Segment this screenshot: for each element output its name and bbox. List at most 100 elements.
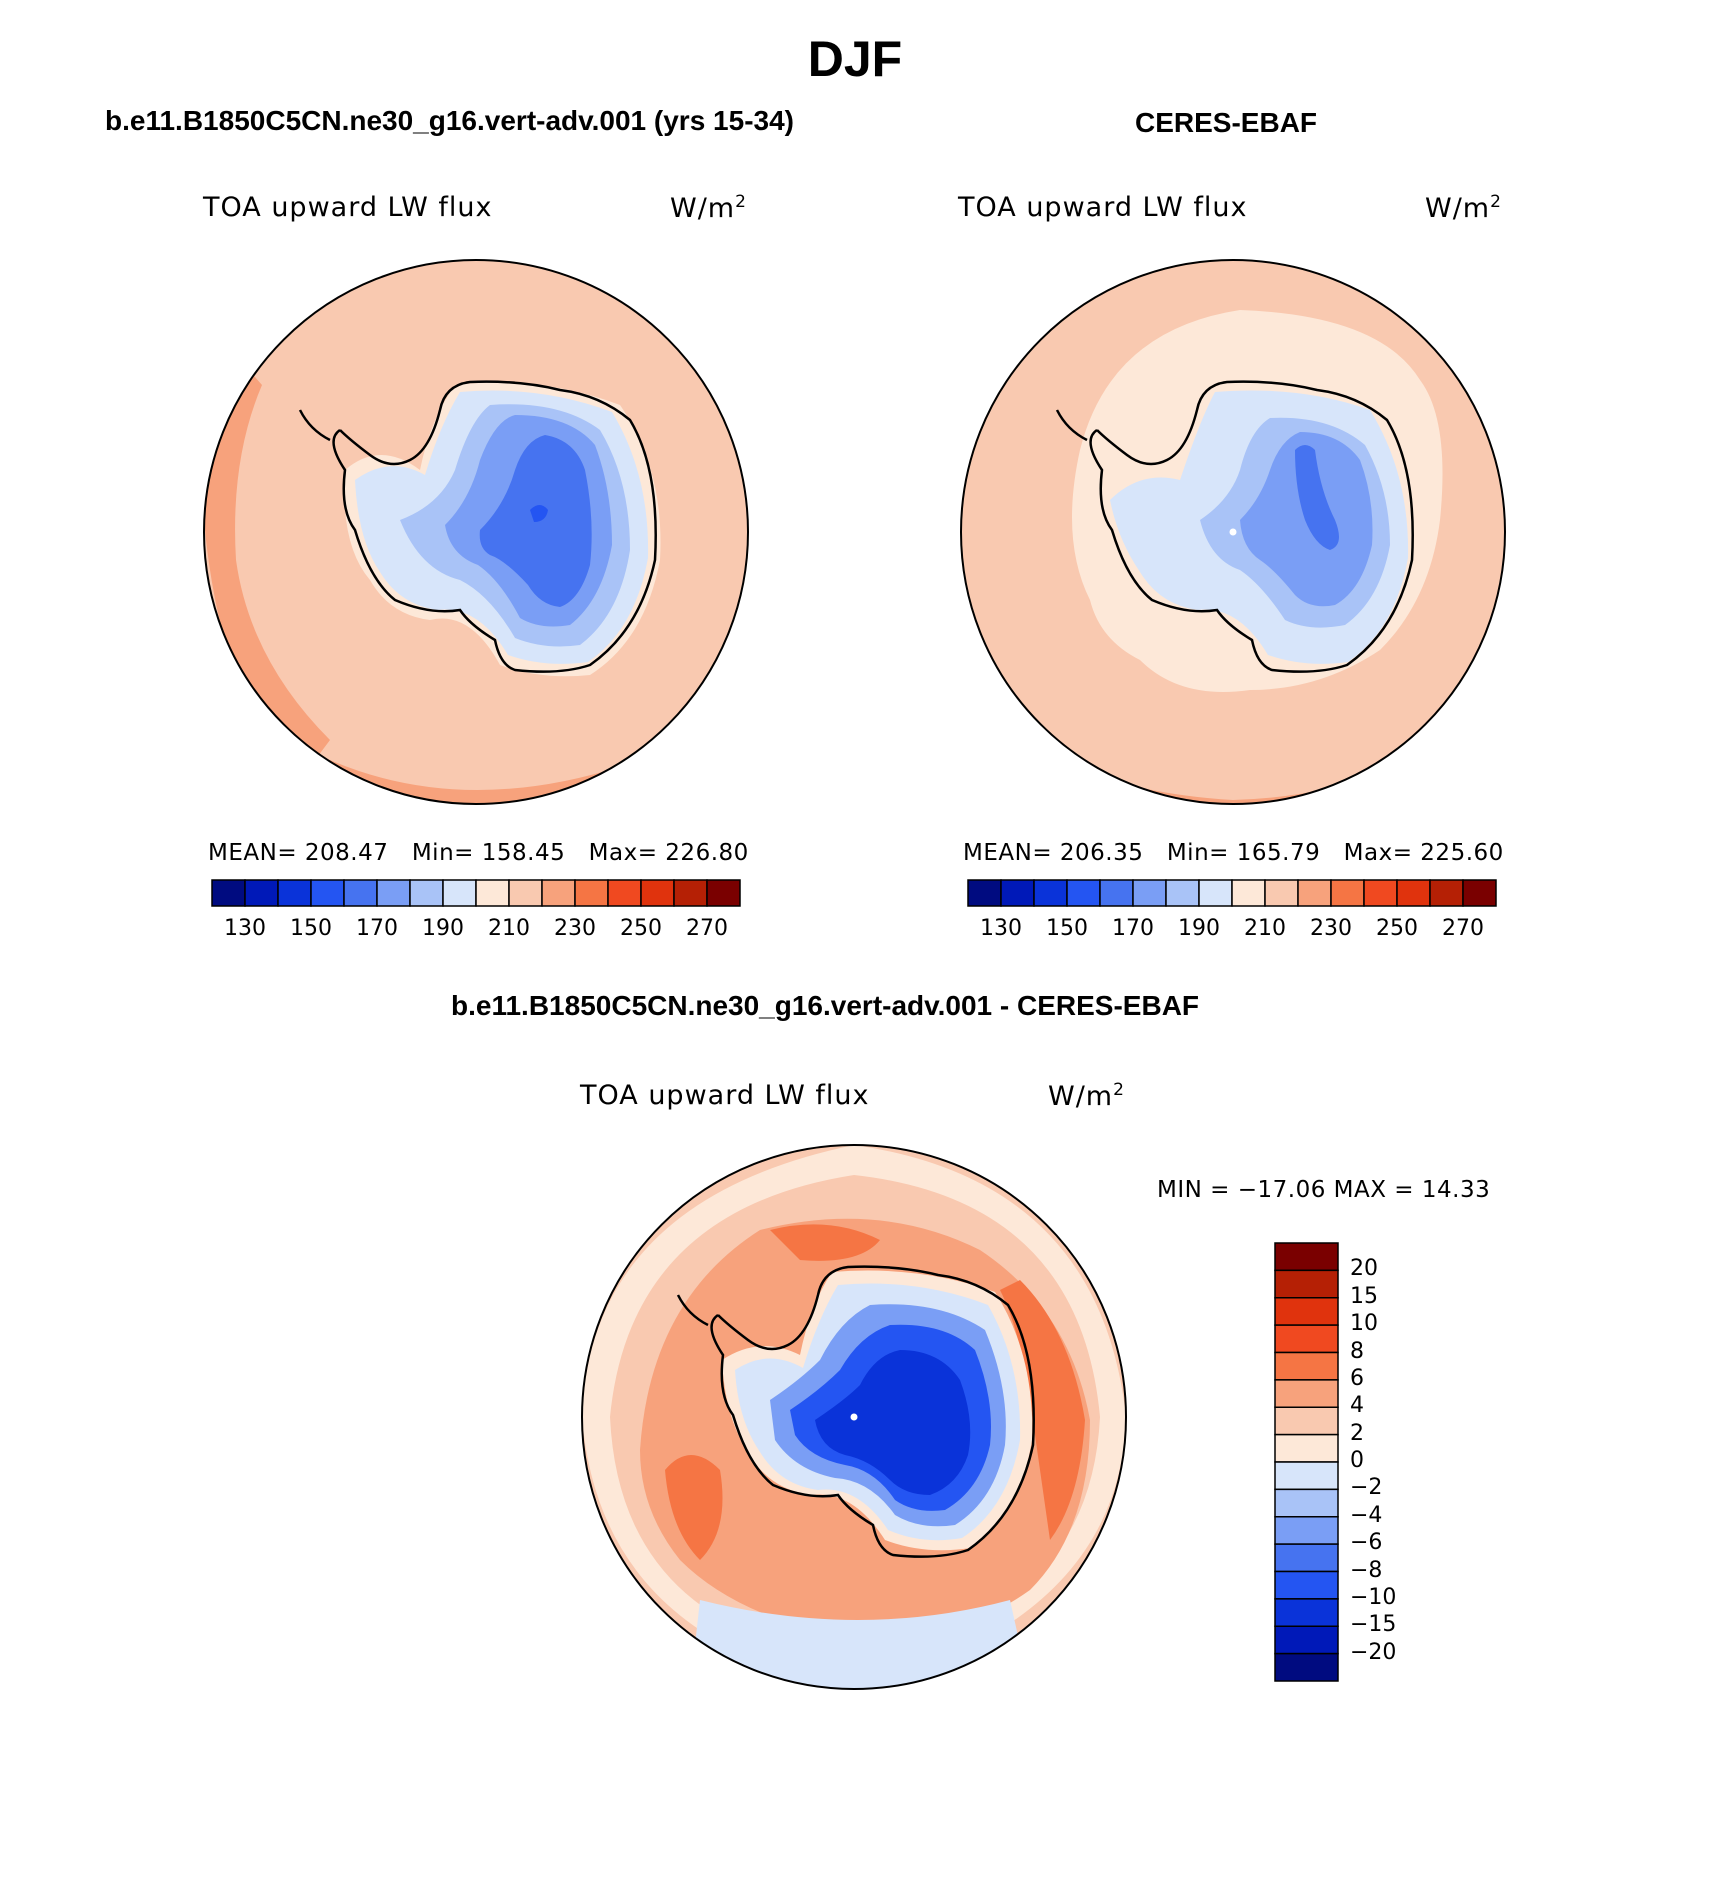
- colorbar-swatch: [640, 879, 675, 907]
- colorbar-swatch: [376, 879, 411, 907]
- colorbar-swatch: [706, 879, 741, 907]
- diff-colorbar-swatch: [1274, 1488, 1339, 1518]
- diff-colorbar: [1274, 1242, 1339, 1682]
- diff-warm-patch-top: [770, 1224, 880, 1261]
- colorbar-swatch: [244, 879, 279, 907]
- colorbar-swatch: [442, 879, 477, 907]
- obs-panel-caption: CERES-EBAF: [1135, 107, 1318, 138]
- colorbar-tick-label: 210: [1244, 916, 1286, 941]
- colorbar-swatch: [1429, 879, 1464, 907]
- obs-map: [961, 260, 1505, 804]
- colorbar-tick-label: 150: [290, 916, 332, 941]
- model-variable-label: TOA upward LW flux: [203, 192, 493, 223]
- colorbar-swatch: [277, 879, 312, 907]
- diff-colorbar-swatch: [1274, 1324, 1339, 1354]
- diff-colorbar-swatch: [1274, 1516, 1339, 1545]
- colorbar-tick-label: 230: [1310, 916, 1352, 941]
- diff-colorbar-tick-label: 0: [1350, 1448, 1364, 1473]
- colorbar-swatch: [1363, 879, 1398, 907]
- colorbar-tick-label: 150: [1046, 916, 1088, 941]
- colorbar-swatch: [1000, 879, 1035, 907]
- colorbar-swatch: [409, 879, 444, 907]
- diff-warm-patch-left: [665, 1455, 723, 1560]
- diff-colorbar-swatch: [1274, 1570, 1339, 1600]
- colorbar-swatch: [1099, 879, 1134, 907]
- colorbar-swatch: [1033, 879, 1068, 907]
- diff-colorbar-swatch: [1274, 1242, 1339, 1272]
- diff-pole-marker: [850, 1413, 858, 1421]
- colorbar-tick-label: 190: [1178, 916, 1220, 941]
- colorbar-swatch: [508, 879, 543, 907]
- model-stats: MEAN= 208.47 Min= 158.45 Max= 226.80: [208, 840, 749, 866]
- diff-map-border: [581, 1144, 1127, 1690]
- diff-variable-label: TOA upward LW flux: [580, 1080, 870, 1111]
- obs-units-label: W/m2: [1425, 192, 1502, 224]
- model-units-label: W/m2: [670, 192, 747, 224]
- colorbar-swatch: [541, 879, 576, 907]
- diff-colorbar-tick-label: −6: [1350, 1530, 1383, 1556]
- model-outer-band-left: [204, 360, 330, 780]
- diff-units-label: W/m2: [1048, 1080, 1125, 1112]
- diff-colorbar-swatch: [1274, 1406, 1339, 1436]
- diff-colorbar-tick-label: −2: [1350, 1475, 1383, 1501]
- diff-colorbar-tick-label: 20: [1350, 1256, 1378, 1282]
- diff-colorbar-tick-label: 8: [1350, 1338, 1364, 1364]
- obs-pole-marker: [1229, 528, 1237, 536]
- diff-colorbar-swatch: [1274, 1269, 1339, 1299]
- colorbar-swatch: [475, 879, 510, 907]
- colorbar-tick-label: 170: [356, 916, 398, 941]
- obs-variable-label: TOA upward LW flux: [958, 192, 1248, 223]
- diff-colorbar-swatch: [1274, 1461, 1339, 1491]
- colorbar-tick-label: 270: [1442, 916, 1484, 941]
- obs-ice-4: [1295, 445, 1339, 550]
- colorbar-tick-label: 230: [554, 916, 596, 941]
- model-ice-5: [530, 505, 548, 522]
- colorbar-tick-label: 170: [1112, 916, 1154, 941]
- colorbar-swatch: [1165, 879, 1200, 907]
- colorbar-swatch: [1297, 879, 1332, 907]
- diff-minmax: MIN = −17.06 MAX = 14.33: [1157, 1177, 1491, 1203]
- colorbar-tick-label: 250: [1376, 916, 1418, 941]
- diff-colorbar-tick-label: −10: [1350, 1584, 1397, 1610]
- colorbar-swatch: [310, 879, 345, 907]
- diff-colorbar-tick-label: 10: [1350, 1311, 1378, 1337]
- model-map: [204, 260, 748, 804]
- diff-colorbar-swatch: [1274, 1652, 1339, 1682]
- diff-coastline: [676, 1265, 1035, 1558]
- diff-colorbar-tick-label: −15: [1350, 1612, 1397, 1638]
- colorbar-swatch: [1264, 879, 1299, 907]
- colorbar-swatch: [1396, 879, 1431, 907]
- diff-colorbar-swatch: [1274, 1433, 1339, 1463]
- colorbar-tick-label: 130: [224, 916, 266, 941]
- colorbar-tick-label: 210: [488, 916, 530, 941]
- diff-map: [582, 1145, 1126, 1689]
- colorbar-swatch: [1330, 879, 1365, 907]
- diff-colorbar-tick-label: 2: [1350, 1420, 1364, 1446]
- obs-colorbar: [967, 879, 1497, 907]
- colorbar-tick-label: 250: [620, 916, 662, 941]
- diff-colorbar-swatch: [1274, 1297, 1339, 1326]
- model-coastline: [298, 380, 657, 673]
- colorbar-swatch: [211, 879, 246, 907]
- colorbar-swatch: [1231, 879, 1266, 907]
- colorbar-swatch: [1462, 879, 1497, 907]
- diff-colorbar-swatch: [1274, 1351, 1339, 1381]
- colorbar-swatch: [1198, 879, 1233, 907]
- diff-colorbar-swatch: [1274, 1625, 1339, 1655]
- colorbar-swatch: [673, 879, 708, 907]
- obs-stats: MEAN= 206.35 Min= 165.79 Max= 225.60: [963, 840, 1504, 866]
- model-map-border: [203, 259, 749, 805]
- diff-colorbar-tick-label: 4: [1350, 1393, 1364, 1419]
- obs-coastline: [1055, 380, 1414, 673]
- model-panel-caption: b.e11.B1850C5CN.ne30_g16.vert-adv.001 (y…: [105, 105, 794, 136]
- colorbar-swatch: [343, 879, 378, 907]
- diff-colorbar-tick-label: −4: [1350, 1502, 1383, 1528]
- diff-colorbar-swatch: [1274, 1379, 1339, 1408]
- colorbar-tick-label: 190: [422, 916, 464, 941]
- colorbar-swatch: [1132, 879, 1167, 907]
- diff-panel-caption: b.e11.B1850C5CN.ne30_g16.vert-adv.001 - …: [451, 990, 1200, 1021]
- colorbar-swatch: [1066, 879, 1101, 907]
- diff-neg-edge: [690, 1600, 1030, 1689]
- diff-colorbar-tick-label: −8: [1350, 1557, 1383, 1583]
